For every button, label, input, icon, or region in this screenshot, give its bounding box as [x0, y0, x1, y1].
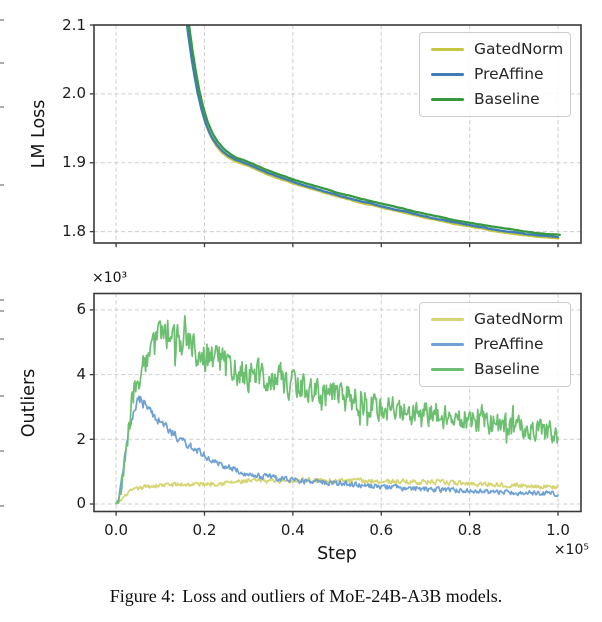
series-line-baseline [187, 25, 561, 237]
legend-item-gatednorm: GatedNorm [431, 37, 570, 62]
x-scale-label: ×10⁵ [553, 542, 589, 558]
x-tick-label: 0.0 [104, 521, 129, 539]
legend-item-gatednorm: GatedNorm [431, 307, 570, 332]
y-tick-label: 6 [76, 300, 86, 319]
edge-tick-artifact [0, 184, 4, 186]
x-tick-label: 0.2 [192, 521, 217, 539]
caption-label: Figure 4: [109, 586, 176, 606]
legend-item-preaffine: PreAffine [431, 332, 570, 357]
figure-caption: Figure 4: Loss and outliers of MoE-24B-A3… [10, 586, 602, 607]
legend-label: GatedNorm [474, 39, 564, 58]
y-tick-label: 2 [76, 429, 86, 448]
edge-tick-artifact [0, 106, 4, 108]
edge-tick-artifact [0, 310, 4, 312]
x-tick-label: 1.0 [546, 521, 570, 539]
edge-tick-artifact [0, 505, 4, 507]
preaffine-line-swatch [431, 342, 464, 347]
legend-label: GatedNorm [474, 309, 564, 328]
x-tick-label: 0.4 [280, 521, 305, 539]
bottom-chart-ylabel: Outliers [19, 368, 39, 438]
axes-spines [93, 292, 582, 513]
top-chart-legend: GatedNorm PreAffine Baseline [419, 32, 571, 117]
edge-tick-artifact [0, 395, 4, 397]
y-tick-label: 4 [76, 365, 86, 384]
legend-label: PreAffine [474, 64, 544, 83]
x-tick-label: 0.8 [457, 521, 482, 539]
y-tick-label: 0 [76, 494, 86, 513]
legend-label: PreAffine [474, 334, 544, 353]
edge-tick-artifact [0, 338, 4, 340]
caption-text: Loss and outliers of MoE-24B-A3B models. [182, 586, 503, 606]
y-tick-label: 1.9 [62, 153, 86, 172]
gatednorm-line-swatch [431, 317, 464, 322]
legend-label: Baseline [474, 89, 540, 108]
y-scale-label: ×10³ [92, 270, 128, 286]
y-tick-label: 2.1 [62, 15, 86, 34]
legend-label: Baseline [474, 359, 540, 378]
bottom-chart-legend: GatedNorm PreAffine Baseline [419, 302, 571, 387]
y-tick-label: 1.8 [62, 222, 86, 241]
series-line-preaffine [185, 25, 560, 239]
edge-tick-artifact [0, 450, 4, 452]
top-chart [89, 24, 582, 248]
series-line-preaffine [115, 395, 559, 505]
preaffine-line-swatch [431, 72, 464, 77]
gatednorm-line-swatch [431, 47, 464, 52]
x-tick-label: 0.6 [369, 521, 394, 539]
series-line-gatednorm [186, 25, 560, 240]
x-axis-label: Step [317, 544, 357, 564]
y-tick-label: 2.0 [62, 84, 86, 103]
edge-tick-artifact [0, 62, 4, 64]
legend-item-baseline: Baseline [431, 87, 570, 112]
axes-spines [93, 24, 582, 244]
baseline-line-swatch [431, 367, 464, 372]
series-line-baseline [115, 314, 559, 505]
edge-tick-artifact [0, 299, 4, 301]
baseline-line-swatch [431, 97, 464, 102]
legend-item-baseline: Baseline [431, 357, 570, 382]
legend-item-preaffine: PreAffine [431, 62, 570, 87]
edge-tick-artifact [0, 19, 4, 21]
